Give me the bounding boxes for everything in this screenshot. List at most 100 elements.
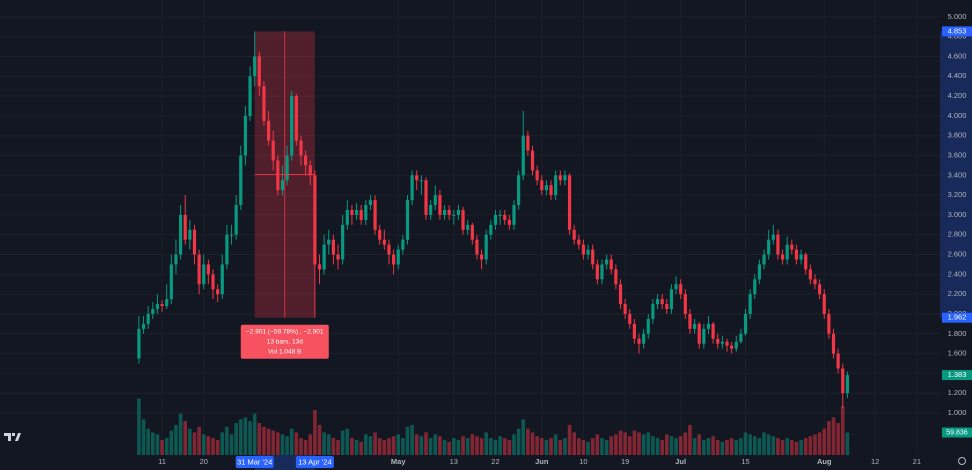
- volume-bar: [502, 438, 507, 455]
- candle-body: [540, 180, 544, 191]
- candle-body: [739, 333, 743, 342]
- volume-bar: [229, 434, 234, 455]
- volume-bar: [720, 441, 725, 455]
- candle-body: [276, 160, 280, 191]
- candle-body: [530, 150, 535, 171]
- volume-bar: [618, 430, 623, 455]
- volume-bar: [669, 436, 674, 455]
- volume-bar: [197, 426, 201, 455]
- candle-body: [438, 195, 442, 215]
- candle-body: [271, 140, 275, 161]
- volume-bar: [836, 423, 840, 455]
- volume-bar: [572, 432, 576, 455]
- volume-bar: [155, 434, 160, 455]
- volume-bar: [396, 434, 401, 455]
- candle-body: [345, 209, 349, 225]
- volume-bar: [567, 424, 572, 455]
- volume-bar: [479, 438, 484, 455]
- candle-body: [748, 294, 752, 314]
- candle-body: [730, 345, 734, 349]
- candle-body: [734, 341, 738, 349]
- candle-body: [595, 264, 599, 280]
- candle-body: [313, 175, 317, 265]
- volume-bar: [252, 413, 257, 455]
- candle-body: [341, 224, 345, 260]
- y-tick-label: 2.400: [948, 269, 967, 278]
- volume-bar: [141, 419, 146, 455]
- candle-body: [558, 175, 562, 181]
- volume-bar: [340, 430, 345, 455]
- candle-body: [822, 294, 826, 314]
- candle-body: [632, 323, 636, 339]
- candle-body: [818, 284, 822, 295]
- candle-body: [364, 205, 368, 220]
- volume-bar: [428, 438, 433, 455]
- volume-bar: [711, 436, 715, 455]
- candle-body: [387, 244, 391, 255]
- volume-bar: [262, 426, 266, 455]
- volume-bar: [660, 439, 664, 455]
- candle-body: [317, 264, 322, 270]
- y-tick-label: 4.600: [948, 51, 967, 60]
- candle-body: [688, 313, 692, 329]
- volume-bar: [285, 436, 289, 455]
- volume-bar: [350, 438, 354, 455]
- range-date-box: [295, 456, 334, 468]
- volume-bar: [632, 430, 637, 455]
- candle-body: [456, 209, 461, 215]
- volume-bar: [762, 432, 766, 455]
- volume-bar: [664, 434, 669, 455]
- volume-bar: [785, 438, 789, 455]
- candle-body: [651, 304, 655, 319]
- candle-body: [442, 209, 447, 215]
- volume-bar: [336, 439, 340, 455]
- volume-bar: [813, 434, 817, 455]
- price-axis: [940, 0, 972, 470]
- candle-body: [776, 234, 780, 255]
- volume-bar: [345, 428, 350, 455]
- candle-body: [470, 224, 474, 240]
- logo-mark: [4, 433, 21, 441]
- candle-body: [669, 289, 674, 310]
- volume-bar: [484, 432, 489, 455]
- candle-body: [605, 259, 609, 265]
- candle-body: [290, 96, 294, 156]
- volume-bar: [539, 438, 544, 455]
- volume-bar: [280, 434, 285, 455]
- volume-bar: [160, 439, 164, 455]
- volume-bar: [840, 406, 845, 455]
- candle-body: [600, 264, 604, 280]
- candle-body: [202, 264, 206, 285]
- volume-bar: [790, 439, 794, 455]
- candle-body: [160, 304, 164, 307]
- volume-bar: [817, 432, 822, 455]
- candle-body: [327, 239, 331, 245]
- volume-bar: [151, 432, 155, 455]
- volume-bar: [470, 434, 475, 455]
- volume-bar: [655, 438, 660, 455]
- volume-bar: [377, 438, 382, 455]
- y-tick-label: 1.000: [948, 408, 967, 417]
- volume-bar: [382, 439, 387, 455]
- settings-icon[interactable]: [958, 457, 966, 465]
- candle-body: [655, 299, 660, 305]
- volume-bar: [419, 436, 424, 455]
- volume-bar: [359, 441, 363, 455]
- volume-bar: [692, 438, 697, 455]
- candle-body: [725, 341, 729, 346]
- volume-bar: [271, 430, 276, 455]
- volume-bar: [697, 434, 702, 455]
- volume-bar: [164, 438, 169, 455]
- candle-body: [618, 284, 623, 305]
- volume-bar: [739, 438, 743, 455]
- volume-bar: [276, 432, 280, 455]
- candle-body: [526, 135, 530, 151]
- candle-body: [211, 274, 215, 290]
- candle-body: [794, 249, 799, 260]
- candle-body: [239, 155, 243, 206]
- candle-body: [304, 155, 308, 166]
- candle-body: [762, 254, 766, 265]
- candle-body: [512, 205, 516, 225]
- volume-bar: [201, 434, 206, 455]
